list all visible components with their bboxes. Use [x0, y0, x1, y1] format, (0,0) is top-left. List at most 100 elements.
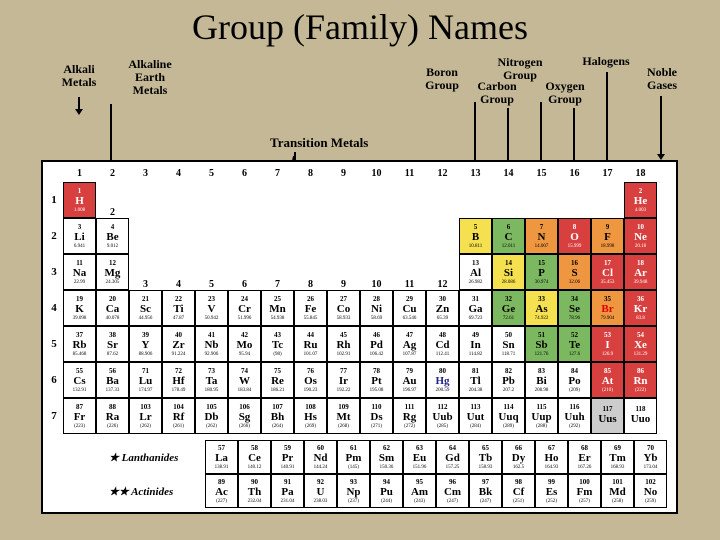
element-Re: 75Re186.21 — [261, 362, 294, 398]
element-Uuo: 118Uuo — [624, 398, 657, 434]
element-Pm: 61Pm(145) — [337, 440, 370, 474]
group-header: 4 — [162, 164, 195, 182]
element-Md: 101Md(258) — [601, 474, 634, 508]
element-Sm: 62Sm150.36 — [370, 440, 403, 474]
group-header: 14 — [492, 164, 525, 182]
element-Ta: 73Ta180.95 — [195, 362, 228, 398]
element-Lu: 71Lu174.97 — [129, 362, 162, 398]
element-Rb: 37Rb85.468 — [63, 326, 96, 362]
element-Pu: 94Pu(244) — [370, 474, 403, 508]
element-Tl: 81Tl204.38 — [459, 362, 492, 398]
element-F: 9F18.998 — [591, 218, 624, 254]
group-header: 17 — [591, 164, 624, 182]
element-Uut: 113Uut(284) — [459, 398, 492, 434]
element-Cl: 17Cl35.453 — [591, 254, 624, 290]
element-Rh: 45Rh102.91 — [327, 326, 360, 362]
element-Ga: 31Ga69.723 — [459, 290, 492, 326]
element-As: 33As74.922 — [525, 290, 558, 326]
element-La: 57La138.91 — [205, 440, 238, 474]
element-Th: 90Th232.04 — [238, 474, 271, 508]
element-Ag: 47Ag107.87 — [393, 326, 426, 362]
element-Uuq: 114Uuq(289) — [492, 398, 525, 434]
element-Ar: 18Ar39.948 — [624, 254, 657, 290]
element-Be: 4Be9.012 — [96, 218, 129, 254]
label-alkaline-earth: Alkaline Earth Metals — [120, 58, 180, 98]
label-actinides: ★★ Actinides — [105, 474, 205, 508]
element-Br: 35Br79.904 — [591, 290, 624, 326]
group-header: 18 — [624, 164, 657, 182]
element-P: 15P30.974 — [525, 254, 558, 290]
period-label: 3 — [45, 254, 63, 290]
element-Au: 79Au196.97 — [393, 362, 426, 398]
element-Eu: 63Eu151.96 — [403, 440, 436, 474]
group-header: 12 — [426, 164, 459, 182]
element-N: 7N14.007 — [525, 218, 558, 254]
element-Sb: 51Sb121.76 — [525, 326, 558, 362]
label-alkali: Alkali Metals — [54, 63, 104, 89]
element-Se: 34Se78.96 — [558, 290, 591, 326]
period-label: 2 — [45, 218, 63, 254]
element-Ba: 56Ba137.33 — [96, 362, 129, 398]
element-Hg: 80Hg200.59 — [426, 362, 459, 398]
element-Po: 84Po(209) — [558, 362, 591, 398]
element-H: 1H1.008 — [63, 182, 96, 218]
group-header: 10 — [360, 164, 393, 182]
element-Ir: 77Ir192.22 — [327, 362, 360, 398]
element-Am: 95Am(243) — [403, 474, 436, 508]
element-Yb: 70Yb173.04 — [634, 440, 667, 474]
element-Tm: 69Tm168.93 — [601, 440, 634, 474]
label-noble: Noble Gases — [640, 66, 684, 92]
page-title: Group (Family) Names — [0, 0, 720, 48]
element-Tb: 65Tb158.93 — [469, 440, 502, 474]
period-label: 4 — [45, 290, 63, 326]
element-K: 19K39.098 — [63, 290, 96, 326]
element-V: 23V50.942 — [195, 290, 228, 326]
element-Sc: 21Sc44.956 — [129, 290, 162, 326]
element-Li: 3Li6.941 — [63, 218, 96, 254]
element-Co: 27Co58.933 — [327, 290, 360, 326]
element-No: 102No(259) — [634, 474, 667, 508]
element-Pa: 91Pa231.04 — [271, 474, 304, 508]
element-Pt: 78Pt195.08 — [360, 362, 393, 398]
label-lanthanides: ★ Lanthanides — [105, 440, 205, 474]
element-Ti: 22Ti47.87 — [162, 290, 195, 326]
element-Np: 93Np(237) — [337, 474, 370, 508]
element-Cf: 98Cf(251) — [502, 474, 535, 508]
group-header: 8 — [294, 164, 327, 182]
label-nitrogen: Nitrogen Group — [490, 56, 550, 82]
element-Es: 99Es(252) — [535, 474, 568, 508]
element-O: 8O15.999 — [558, 218, 591, 254]
element-Ru: 44Ru101.07 — [294, 326, 327, 362]
element-Ge: 32Ge72.61 — [492, 290, 525, 326]
element-Bi: 83Bi208.98 — [525, 362, 558, 398]
element-Os: 76Os190.23 — [294, 362, 327, 398]
period-label: 7 — [45, 398, 63, 434]
element-Cu: 29Cu63.546 — [393, 290, 426, 326]
element-Pr: 59Pr140.91 — [271, 440, 304, 474]
element-Zn: 30Zn65.39 — [426, 290, 459, 326]
group-header: 5 — [195, 164, 228, 182]
element-Ac: 89Ac(227) — [205, 474, 238, 508]
element-Sr: 38Sr87.62 — [96, 326, 129, 362]
element-Fe: 26Fe55.845 — [294, 290, 327, 326]
element-Uub: 112Uub(285) — [426, 398, 459, 434]
element-Na: 11Na22.99 — [63, 254, 96, 290]
element-Uuh: 116Uuh(292) — [558, 398, 591, 434]
group-header: 6 — [228, 164, 261, 182]
element-I: 53I126.9 — [591, 326, 624, 362]
element-Ho: 67Ho164.93 — [535, 440, 568, 474]
periodic-table: 12345678910111213141516171811H1.00822He4… — [41, 160, 678, 514]
label-oxygen: Oxygen Group — [540, 80, 590, 106]
element-Hs: 108Hs(269) — [294, 398, 327, 434]
element-Mt: 109Mt(268) — [327, 398, 360, 434]
element-B: 5B10.811 — [459, 218, 492, 254]
group-header: 15 — [525, 164, 558, 182]
element-Cd: 48Cd112.41 — [426, 326, 459, 362]
element-Sg: 106Sg(266) — [228, 398, 261, 434]
group-header: 1 — [63, 164, 96, 182]
element-Bk: 97Bk(247) — [469, 474, 502, 508]
element-Mn: 25Mn54.938 — [261, 290, 294, 326]
group-header: 16 — [558, 164, 591, 182]
element-W: 74W183.84 — [228, 362, 261, 398]
arrow-icon — [660, 96, 662, 156]
